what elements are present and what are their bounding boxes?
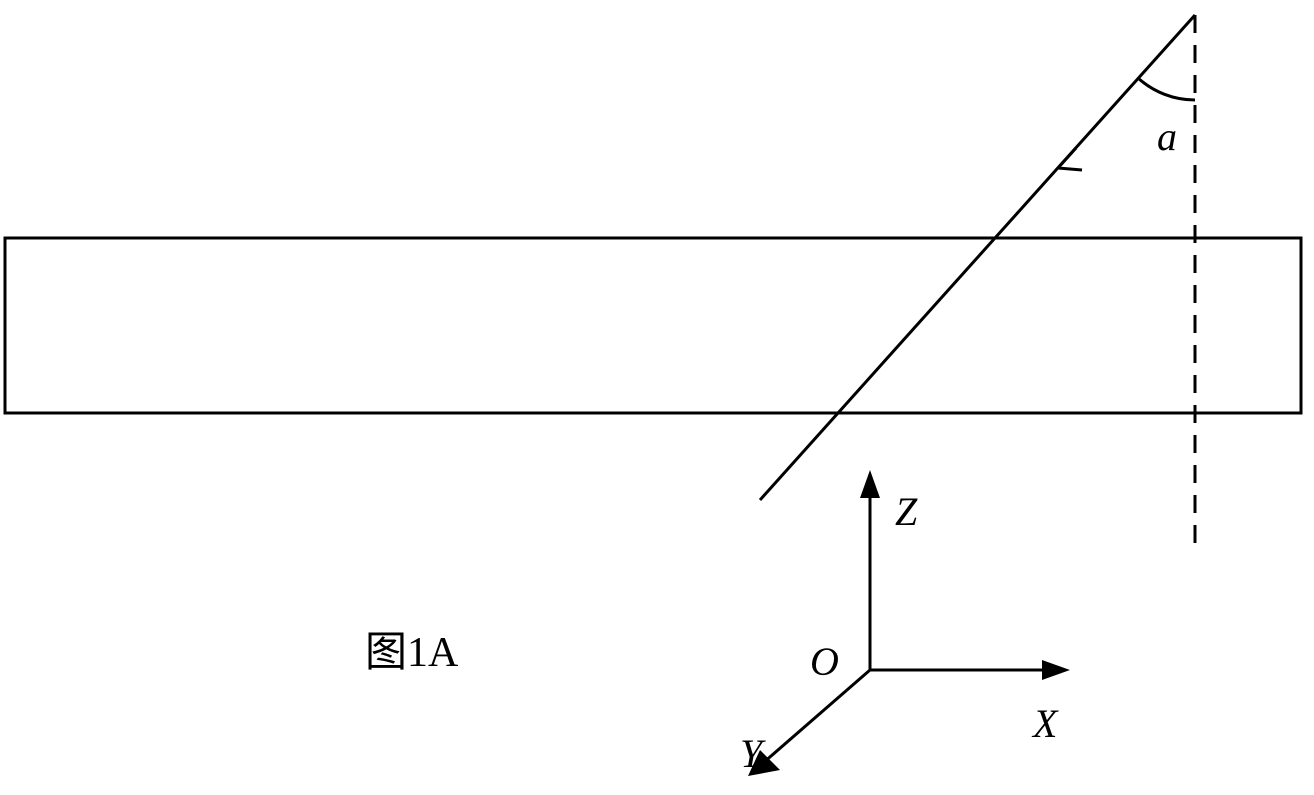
y-axis [755, 670, 870, 770]
z-axis-arrowhead [860, 470, 880, 498]
angle-label: a [1157, 113, 1177, 160]
z-axis-label: Z [895, 488, 917, 535]
diagram-container: a 图1A Z X Y O [0, 0, 1314, 795]
x-axis-label: X [1033, 700, 1057, 747]
incident-ray [760, 15, 1195, 500]
origin-label: O [810, 638, 839, 685]
ray-arrowhead [1058, 148, 1082, 170]
diagram-svg [0, 0, 1314, 795]
x-axis-arrowhead [1042, 660, 1070, 680]
slab-rectangle [5, 238, 1301, 413]
y-axis-label: Y [740, 730, 762, 777]
figure-caption: 图1A [365, 618, 458, 679]
angle-arc [1138, 78, 1195, 100]
